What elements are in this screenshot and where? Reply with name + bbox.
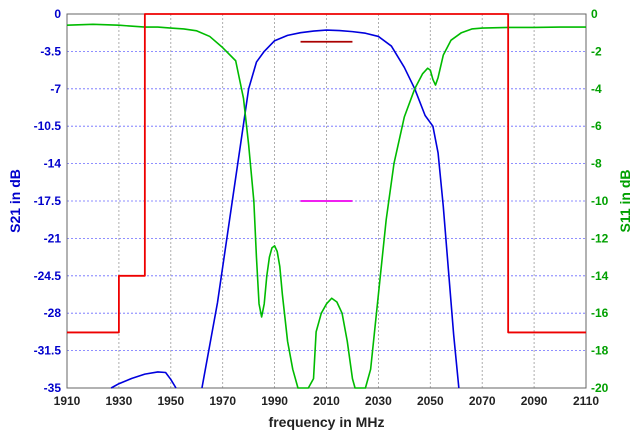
right-tick-label: -4 — [591, 82, 602, 96]
series-layer — [67, 13, 586, 389]
x-tick-label: 2010 — [313, 394, 340, 408]
x-tick-labels: 1910 1930 1950 1970 1990 2010 2030 2050 2070 2090… — [54, 394, 600, 408]
x-tick-label: 2030 — [365, 394, 392, 408]
left-tick-label: -3.5 — [40, 44, 61, 58]
left-tick-label: 0 — [54, 7, 61, 21]
right-tick-label: -2 — [591, 44, 602, 58]
right-tick-label: -6 — [591, 119, 602, 133]
x-tick-label: 2070 — [469, 394, 496, 408]
left-tick-label: -21 — [44, 231, 62, 245]
x-tick-label: 2050 — [417, 394, 444, 408]
left-tick-label: -7 — [50, 82, 61, 96]
x-tick-label: 2090 — [521, 394, 548, 408]
left-axis-tick-labels: 0 -3.5 -7 -10.5 -14 -17.5 -21 -24.5 -28 -31.5 -35 — [34, 7, 62, 395]
left-tick-label: -31.5 — [34, 344, 62, 358]
left-tick-label: -28 — [44, 306, 62, 320]
x-tick-label: 1930 — [106, 394, 133, 408]
s21-stopband-curve — [110, 371, 177, 389]
right-tick-label: 0 — [591, 7, 598, 21]
right-axis-tick-labels: 0 -2 -4 -6 -8 -10 -12 -14 -16 -18 -20 — [591, 7, 609, 395]
left-tick-label: -17.5 — [34, 194, 62, 208]
left-tick-label: -35 — [44, 381, 62, 395]
right-tick-label: -18 — [591, 344, 609, 358]
right-tick-label: -10 — [591, 194, 609, 208]
x-tick-label: 1970 — [209, 394, 236, 408]
right-tick-label: -14 — [591, 269, 609, 283]
s21-passband-curve — [201, 29, 460, 389]
left-tick-label: -10.5 — [34, 119, 62, 133]
right-tick-label: -20 — [591, 381, 609, 395]
x-tick-label: 1990 — [261, 394, 288, 408]
x-tick-label: 1950 — [157, 394, 184, 408]
spec-mask-line — [67, 13, 586, 334]
left-tick-label: -14 — [44, 157, 62, 171]
left-axis-label: S21 in dB — [7, 169, 23, 233]
left-tick-label: -24.5 — [34, 269, 62, 283]
right-axis-label: S11 in dB — [617, 169, 633, 232]
x-axis-label: frequency in MHz — [269, 414, 385, 430]
right-tick-label: -8 — [591, 157, 602, 171]
right-tick-label: -16 — [591, 306, 609, 320]
s11-curve — [67, 23, 586, 389]
right-tick-label: -12 — [591, 231, 609, 245]
x-tick-label: 2110 — [573, 394, 599, 408]
x-tick-label: 1910 — [54, 394, 81, 408]
